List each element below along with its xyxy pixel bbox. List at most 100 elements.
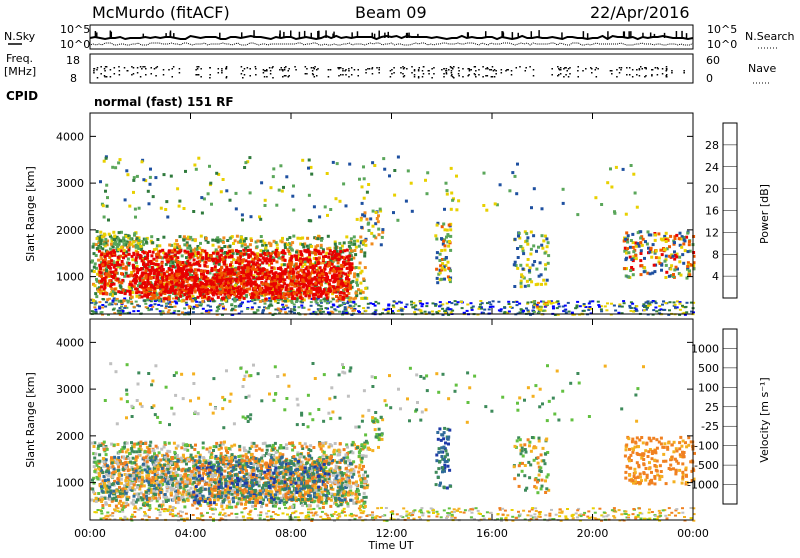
velocity-low-range-echo xyxy=(250,518,253,520)
velocity-low-range-echo xyxy=(212,513,215,515)
nave-mark xyxy=(266,76,268,78)
power-echo-core xyxy=(184,272,187,275)
power-echo-edge xyxy=(168,244,171,247)
power-low-range-echo xyxy=(630,310,633,312)
power-echo-core xyxy=(171,274,174,277)
date-title: 22/Apr/2016 xyxy=(590,3,690,22)
power-sparse-echo xyxy=(292,185,295,188)
power-echo-core xyxy=(159,293,162,296)
power-low-range-echo xyxy=(202,308,205,310)
power-echo-patch xyxy=(539,261,542,264)
power-echo-edge xyxy=(207,241,210,244)
freq-mark xyxy=(458,67,460,69)
power-echo-core xyxy=(256,257,259,260)
power-echo-edge xyxy=(189,247,192,250)
power-echo-core xyxy=(155,253,158,256)
power-echo-edge xyxy=(131,258,134,261)
power-echo-core xyxy=(265,257,268,260)
freq-mark xyxy=(393,67,395,69)
power-low-range-echo xyxy=(393,300,396,302)
power-echo-core xyxy=(110,270,113,273)
power-echo-core xyxy=(239,277,242,280)
power-low-range-echo xyxy=(598,306,601,308)
power-echo-core xyxy=(295,280,298,283)
freq-mark xyxy=(284,69,286,71)
power-echo-core xyxy=(325,294,328,297)
power-echo-core xyxy=(155,263,158,266)
power-echo-edge xyxy=(145,241,148,244)
power-echo-core xyxy=(205,261,208,264)
power-low-range-echo xyxy=(101,307,104,309)
nave-mark xyxy=(403,76,405,78)
freq-mark xyxy=(478,69,480,71)
power-low-range-echo xyxy=(239,303,242,305)
power-low-range-echo xyxy=(292,308,295,310)
power-echo-edge xyxy=(241,245,244,248)
nave-mark xyxy=(475,76,477,78)
power-echo-core xyxy=(306,285,309,288)
power-echo-edge xyxy=(94,292,97,295)
power-echo-patch xyxy=(624,238,627,241)
power-echo-patch xyxy=(673,241,676,244)
power-echo-patch xyxy=(532,244,535,247)
power-low-range-echo xyxy=(508,311,511,313)
power-echo-core xyxy=(283,282,286,285)
velocity-low-range-echo xyxy=(464,509,467,511)
freq-mark xyxy=(621,67,623,69)
power-echo-patch xyxy=(541,247,544,250)
nave-mark xyxy=(657,74,659,76)
power-echo-patch xyxy=(372,210,375,213)
power-echo-core xyxy=(188,263,191,266)
power-echo-core xyxy=(197,296,200,299)
power-echo-core xyxy=(264,298,267,301)
freq-mark xyxy=(255,66,257,68)
freq-mark xyxy=(104,70,106,72)
freq-mark xyxy=(666,66,668,68)
power-echo-edge xyxy=(92,246,95,249)
power-echo-edge xyxy=(360,297,363,300)
power-echo-edge xyxy=(95,278,98,281)
power-echo-edge xyxy=(339,247,342,250)
power-echo-core xyxy=(242,270,245,273)
velocity-low-range-echo xyxy=(405,511,408,513)
power-sparse-echo xyxy=(308,159,311,162)
power-low-range-echo xyxy=(181,311,184,313)
power-low-range-echo xyxy=(267,307,270,309)
velocity-low-range-echo xyxy=(185,513,188,515)
power-echo-patch xyxy=(377,220,380,223)
power-echo-patch xyxy=(546,279,549,282)
power-low-range-echo xyxy=(576,305,579,307)
power-echo-core xyxy=(268,271,271,274)
power-low-range-echo xyxy=(195,301,198,303)
power-sparse-echo xyxy=(103,216,106,219)
power-echo-edge xyxy=(155,259,158,262)
power-echo-patch xyxy=(543,310,546,312)
freq-mark xyxy=(196,66,198,68)
colorbar-tick-label: 20 xyxy=(705,183,719,196)
power-echo-patch xyxy=(513,285,516,288)
power-echo-edge xyxy=(97,259,100,262)
power-echo-edge xyxy=(102,269,105,272)
noise-tick-right-bottom: 10^0 xyxy=(707,38,737,51)
velocity-low-range-echo xyxy=(643,518,646,520)
power-echo-core xyxy=(145,263,148,266)
power-low-range-echo xyxy=(372,303,375,305)
power-sparse-echo xyxy=(594,196,597,199)
power-sparse-echo xyxy=(279,164,282,167)
nave-label: Nave xyxy=(748,62,776,75)
freq-mark xyxy=(636,69,638,71)
freq-mark xyxy=(475,66,477,68)
freq-mark xyxy=(485,68,487,70)
power-sparse-echo xyxy=(393,169,396,172)
power-echo-patch xyxy=(665,255,668,258)
power-echo-patch xyxy=(654,234,657,237)
power-sparse-echo xyxy=(324,205,327,208)
power-echo-patch xyxy=(640,252,643,255)
power-echo-core xyxy=(247,263,250,266)
power-echo-core xyxy=(303,274,306,277)
power-echo-edge xyxy=(356,278,359,281)
power-echo-core xyxy=(328,252,331,255)
power-low-range-echo xyxy=(165,303,168,305)
power-sparse-echo xyxy=(138,207,141,210)
power-echo-core xyxy=(166,286,169,289)
